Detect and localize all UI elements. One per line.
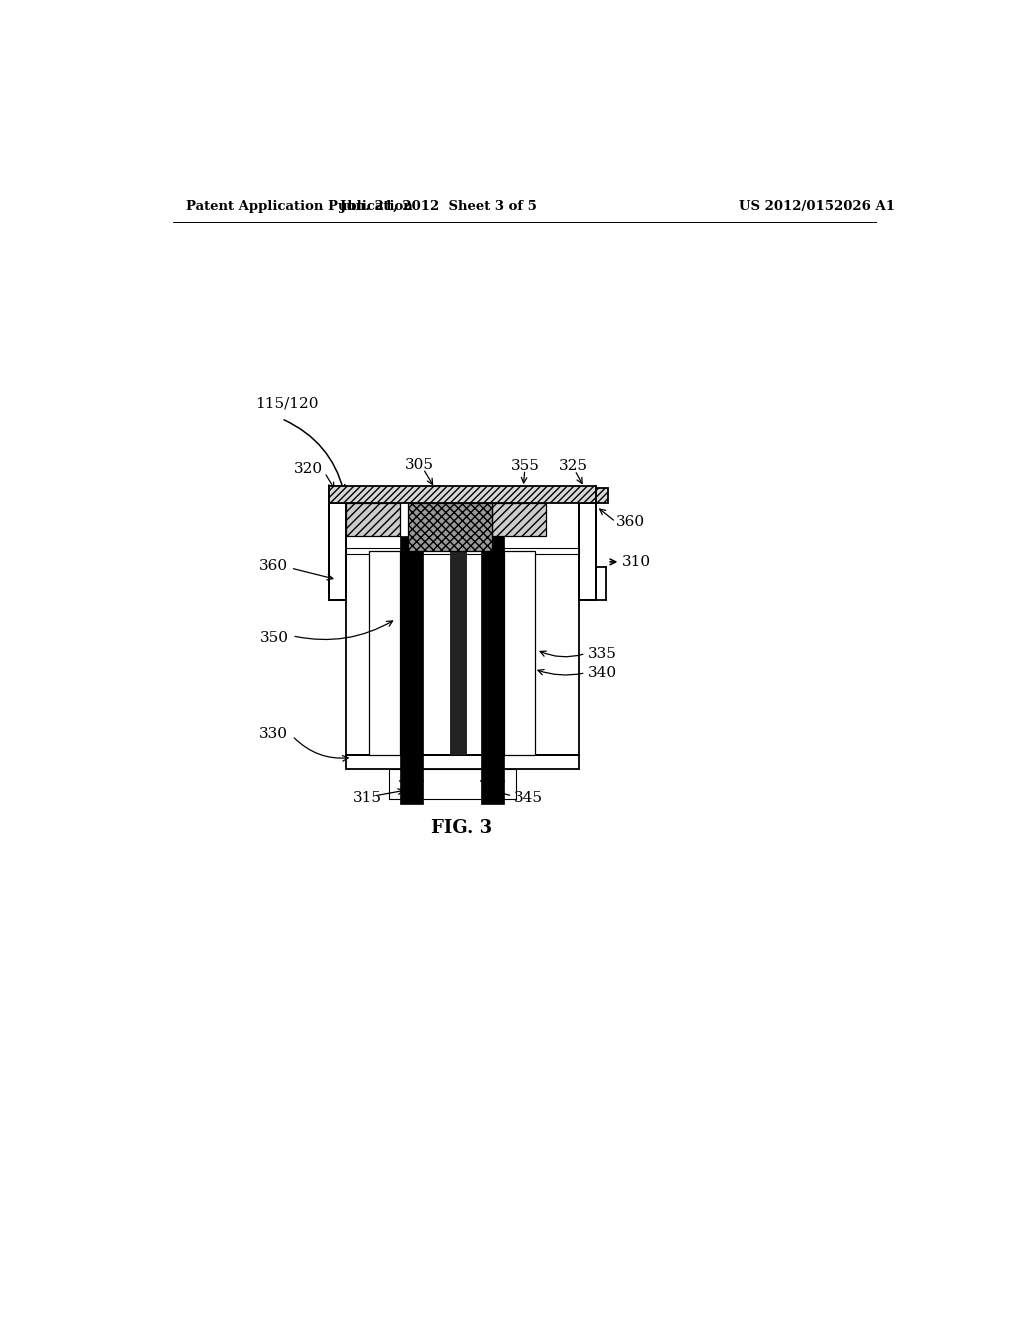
Text: 320: 320 bbox=[294, 462, 323, 475]
Bar bbox=[330, 486, 596, 503]
Bar bbox=[596, 488, 608, 503]
Text: 310: 310 bbox=[622, 554, 651, 569]
Text: 115/120: 115/120 bbox=[255, 396, 318, 411]
Text: 345: 345 bbox=[514, 791, 543, 804]
Bar bbox=[481, 780, 504, 804]
Bar bbox=[400, 536, 423, 780]
Text: US 2012/0152026 A1: US 2012/0152026 A1 bbox=[739, 199, 895, 213]
Text: 360: 360 bbox=[259, 560, 289, 573]
Text: 330: 330 bbox=[259, 727, 288, 742]
Bar bbox=[408, 503, 493, 552]
Bar bbox=[481, 536, 504, 780]
Bar bbox=[451, 536, 466, 755]
Bar bbox=[580, 503, 596, 599]
Bar bbox=[346, 548, 580, 554]
Text: Jun. 21, 2012  Sheet 3 of 5: Jun. 21, 2012 Sheet 3 of 5 bbox=[340, 199, 537, 213]
Text: Patent Application Publication: Patent Application Publication bbox=[186, 199, 413, 213]
Text: 305: 305 bbox=[404, 458, 434, 471]
Text: 355: 355 bbox=[511, 458, 540, 473]
Bar bbox=[493, 503, 547, 536]
Text: 315: 315 bbox=[353, 791, 382, 804]
Bar bbox=[346, 755, 580, 770]
Bar bbox=[346, 503, 400, 536]
Bar bbox=[504, 552, 535, 755]
Bar bbox=[388, 770, 515, 799]
Bar bbox=[330, 503, 346, 599]
Text: FIG. 3: FIG. 3 bbox=[431, 820, 493, 837]
Text: 360: 360 bbox=[615, 515, 645, 529]
Text: 325: 325 bbox=[559, 459, 588, 474]
Text: 335: 335 bbox=[588, 647, 616, 660]
Bar bbox=[400, 780, 423, 804]
Text: 340: 340 bbox=[588, 665, 617, 680]
Text: 350: 350 bbox=[259, 631, 289, 645]
Bar bbox=[370, 552, 400, 755]
